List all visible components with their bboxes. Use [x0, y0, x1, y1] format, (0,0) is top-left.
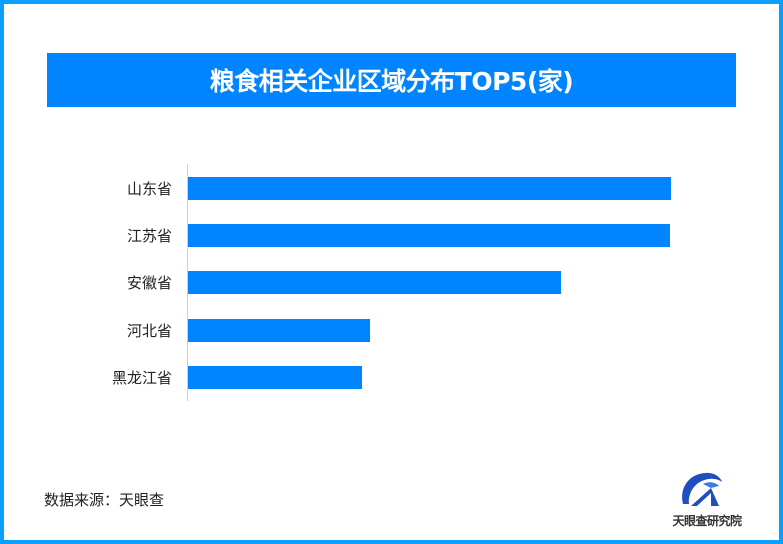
bar	[188, 319, 370, 342]
category-label: 河北省	[126, 322, 172, 340]
chart-title-banner: 粮食相关企业区域分布TOP5(家)	[47, 53, 736, 107]
category-label: 江苏省	[126, 227, 172, 245]
y-axis-line	[187, 164, 188, 401]
bar	[188, 271, 561, 294]
tianyancha-logo-icon	[682, 472, 722, 506]
tianyancha-logo: 天眼查研究院	[662, 470, 752, 532]
bar	[188, 177, 671, 200]
category-label: 安徽省	[126, 274, 172, 292]
bar	[188, 224, 670, 247]
category-label: 黑龙江省	[111, 369, 172, 387]
bar	[188, 366, 362, 389]
data-source-note: 数据来源：天眼查	[44, 491, 165, 509]
chart-title: 粮食相关企业区域分布TOP5(家)	[209, 67, 574, 96]
logo-text: 天眼查研究院	[672, 514, 742, 528]
category-label: 山东省	[126, 180, 172, 198]
